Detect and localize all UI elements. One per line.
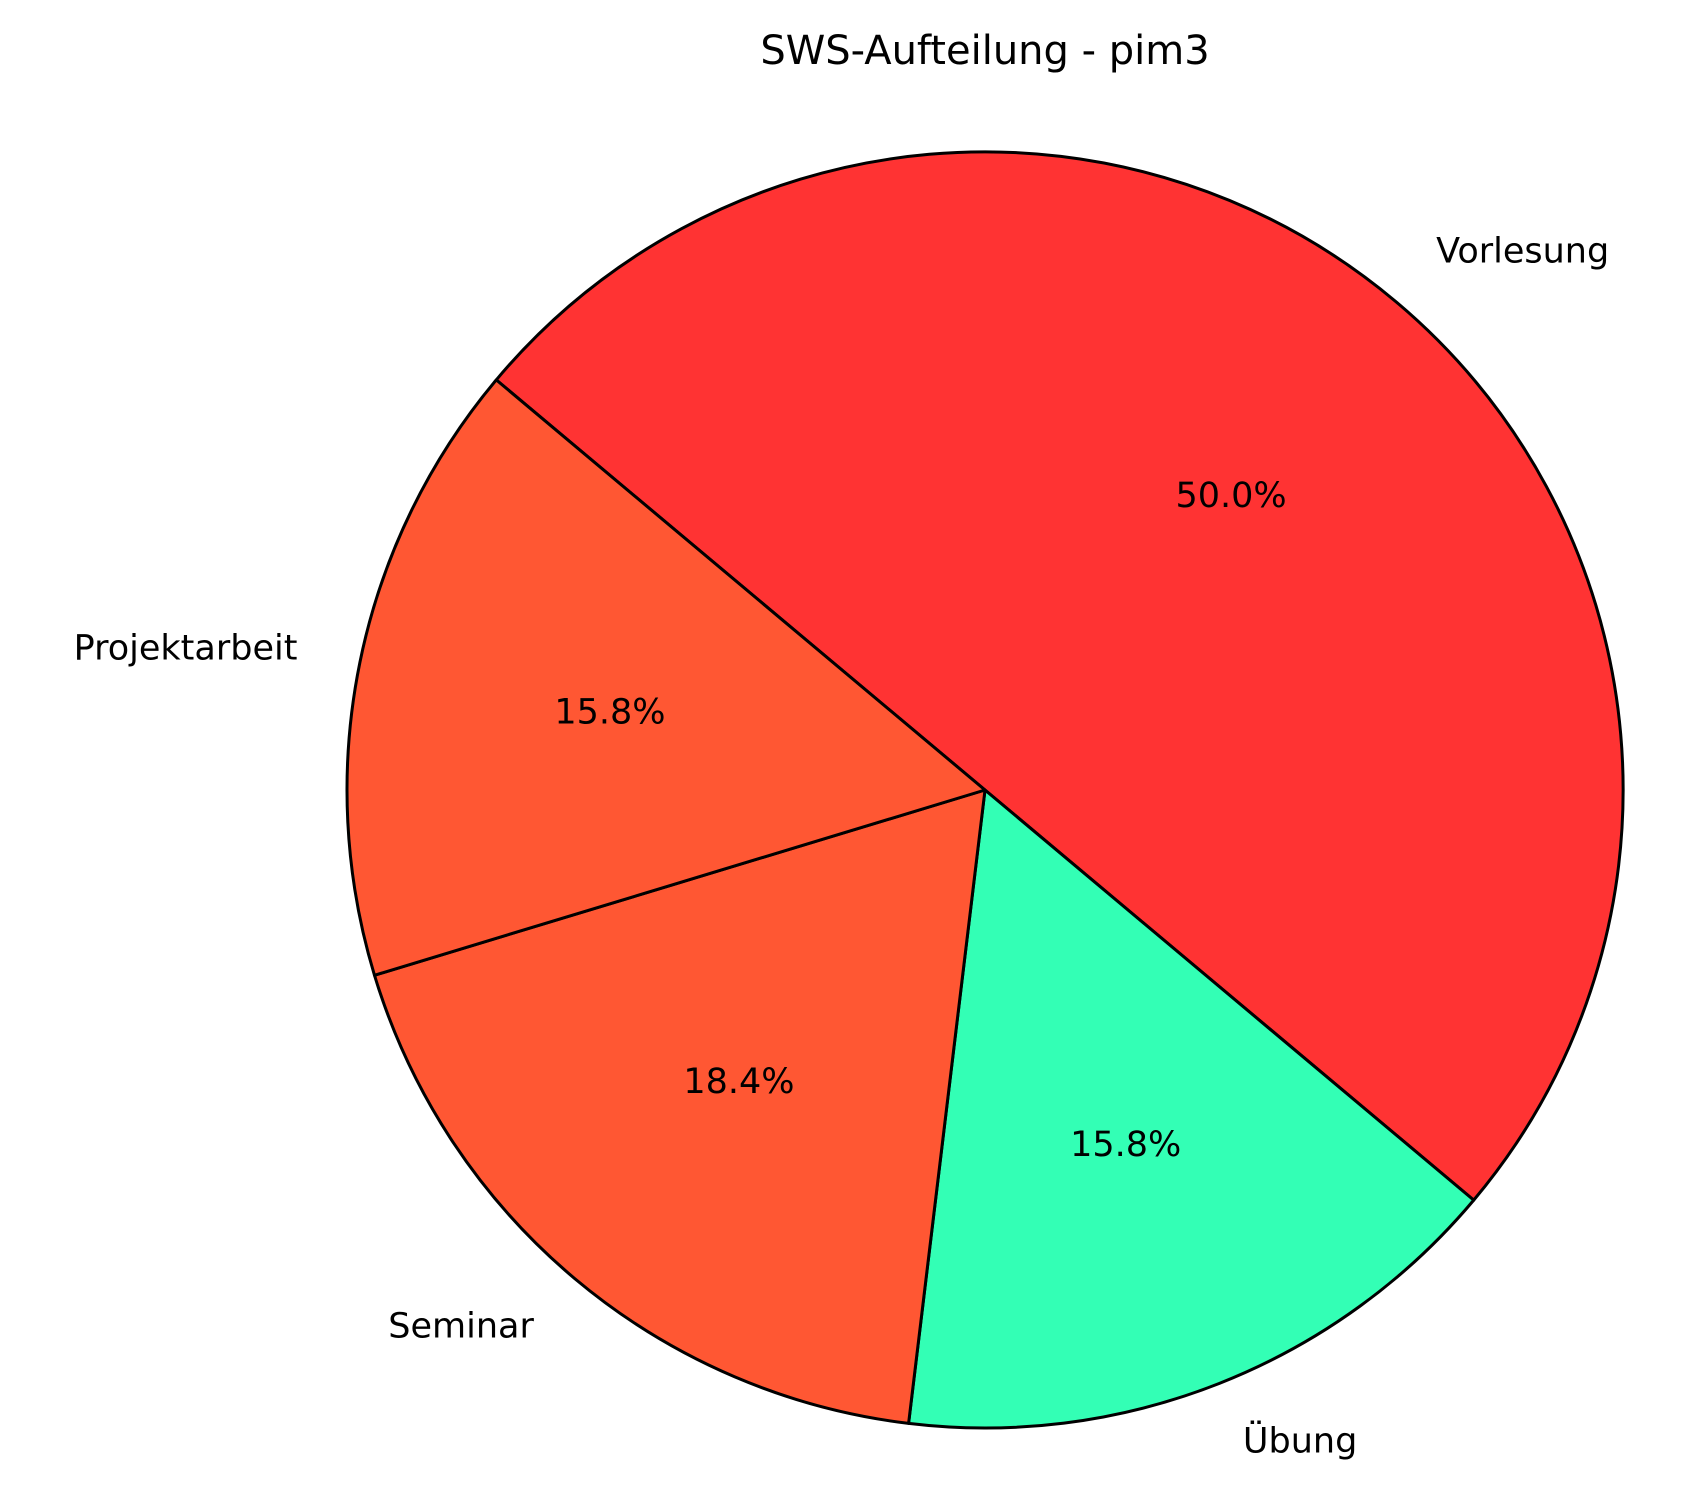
percent-label: 50.0%: [1175, 476, 1286, 516]
chart-title: SWS-Aufteilung - pim3: [760, 28, 1209, 74]
pie-slice: [907, 788, 1476, 1430]
pie-slice: [345, 378, 987, 977]
pie-slice: [372, 788, 987, 1425]
slice-label: Seminar: [388, 1307, 534, 1347]
percent-label: 18.4%: [683, 1062, 794, 1102]
slice-label: Projektarbeit: [74, 628, 298, 668]
percent-label: 15.8%: [554, 692, 665, 732]
pie-slice: [494, 150, 1625, 1202]
slice-label: Übung: [1243, 1420, 1357, 1462]
slice-label: Vorlesung: [1436, 231, 1609, 271]
percent-label: 15.8%: [1070, 1125, 1181, 1165]
